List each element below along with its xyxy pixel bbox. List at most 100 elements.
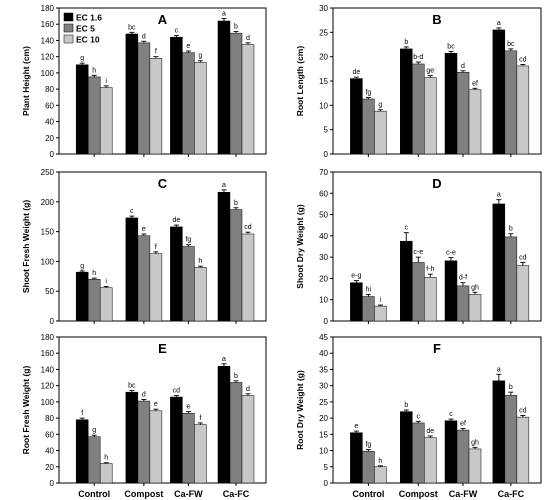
significance-label: g <box>80 55 84 62</box>
significance-label: hi <box>366 286 372 293</box>
panel-letter: C <box>158 176 168 191</box>
bar-ec-1-6-control <box>75 419 89 484</box>
bar-ec-10-control <box>374 110 387 155</box>
y-tick-label: 20 <box>319 274 328 283</box>
panel-letter: B <box>432 12 441 27</box>
bar-ec-10-ca-fc <box>516 416 530 484</box>
y-tick-label: 50 <box>319 211 328 220</box>
bar-ec-1-6-ca-fw <box>170 396 183 484</box>
y-tick-label: 40 <box>45 447 54 456</box>
significance-label: f <box>155 244 157 251</box>
bar-ec-10-ca-fc <box>516 65 530 155</box>
bar-ec-1-6-ca-fc <box>492 29 506 155</box>
bar-ec-5-ca-fc <box>504 236 518 322</box>
panel-c: 0 50 100 150 200 250 Shoot Fresh Weight (g) Cg h… <box>21 168 267 326</box>
bar-ec-1-6-control <box>350 282 363 322</box>
y-tick-label: 15 <box>319 430 328 439</box>
bar-ec-10-compost <box>424 277 437 322</box>
panel-letter: A <box>158 12 168 27</box>
y-tick-label: 180 <box>41 333 55 342</box>
bar-ec-1-6-compost <box>125 33 139 155</box>
significance-label: g <box>378 102 382 109</box>
bar-ec-1-6-ca-fw <box>170 36 183 155</box>
y-tick-label: 20 <box>45 134 54 143</box>
y-tick-label: 5 <box>324 463 329 472</box>
y-tick-label: 25 <box>319 398 328 407</box>
significance-label: d <box>142 391 146 398</box>
bar-ec-5-compost <box>412 63 425 155</box>
bar-ec-5-ca-fw <box>456 71 470 155</box>
significance-label: h <box>378 458 382 465</box>
plot-frame <box>58 171 267 322</box>
x-tick-label-compost: Compost <box>124 489 163 499</box>
significance-label: gh <box>471 439 479 446</box>
significance-label: cd <box>519 254 527 261</box>
y-tick-label: 0 <box>50 479 55 488</box>
legend-label-ec-5: EC 5 <box>76 24 95 34</box>
y-axis-label: Root Dry Weight (g) <box>295 370 305 450</box>
y-tick-label: 0 <box>324 317 329 326</box>
significance-label: c-e <box>413 249 423 256</box>
y-axis-label: Plant Height (cm) <box>21 46 31 116</box>
significance-label: b-d <box>413 54 423 61</box>
y-tick-label: 30 <box>319 382 328 391</box>
significance-label: f <box>155 49 157 56</box>
bar-ec-5-compost <box>137 42 151 155</box>
significance-label: g <box>92 427 96 434</box>
bar-ec-1-6-ca-fw <box>444 260 458 322</box>
bar-ec-1-6-ca-fc <box>492 203 506 322</box>
bar-ec-1-6-control <box>75 64 89 155</box>
y-axis-label: Shoot Dry Weight (g) <box>295 204 305 289</box>
significance-label: e <box>354 423 358 430</box>
significance-label: d <box>461 63 465 70</box>
significance-label: h <box>104 455 108 462</box>
significance-label: h <box>198 258 202 265</box>
x-tick-label-ca-fc: Ca-FC <box>498 489 525 499</box>
bar-ec-5-ca-fc <box>229 382 243 484</box>
bar-ec-1-6-compost <box>125 391 139 484</box>
bar-ec-1-6-ca-fw <box>170 226 183 322</box>
bar-ec-5-control <box>87 436 101 484</box>
y-tick-label: 0 <box>50 150 55 159</box>
y-tick-label: 10 <box>319 101 328 110</box>
panel-letter: F <box>433 341 441 356</box>
y-tick-label: 20 <box>45 463 54 472</box>
y-tick-label: 40 <box>45 118 54 127</box>
bar-ec-1-6-ca-fw <box>444 420 458 484</box>
y-tick-label: 120 <box>41 53 55 62</box>
significance-label: b <box>404 39 408 46</box>
y-tick-label: 100 <box>41 257 55 266</box>
y-tick-label: 35 <box>319 365 328 374</box>
x-tick-label-compost: Compost <box>399 489 438 499</box>
bar-ec-10-control <box>99 463 113 484</box>
bar-ec-1-6-ca-fc <box>217 192 231 322</box>
bar-ec-10-ca-fc <box>241 44 255 155</box>
significance-label: b <box>234 200 238 207</box>
significance-label: d <box>142 33 146 40</box>
plot-frame <box>332 171 542 322</box>
legend-label-ec-10: EC 10 <box>76 35 100 45</box>
y-tick-label: 15 <box>319 77 328 86</box>
bar-ec-5-control <box>87 279 101 322</box>
significance-label: a <box>222 11 226 18</box>
bar-ec-10-control <box>374 305 387 322</box>
bar-ec-10-control <box>99 287 113 322</box>
x-tick-label-ca-fw: Ca-FW <box>449 489 478 499</box>
bar-ec-5-compost <box>412 262 425 322</box>
significance-label: a <box>497 20 501 27</box>
legend-swatch-ec-5 <box>63 23 74 33</box>
legend: EC 1.6EC 5EC 10 <box>63 13 102 45</box>
bar-ec-5-ca-fw <box>456 429 470 484</box>
significance-label: bc <box>128 383 136 390</box>
significance-label: a <box>222 182 226 189</box>
significance-label: ef <box>460 420 466 427</box>
y-tick-label: 100 <box>41 69 55 78</box>
y-tick-label: 60 <box>319 189 328 198</box>
significance-label: e <box>142 226 146 233</box>
bar-ec-10-ca-fw <box>468 448 482 484</box>
bar-ec-5-ca-fw <box>182 246 195 322</box>
bar-ec-5-ca-fw <box>182 52 195 155</box>
significance-label: i <box>105 78 107 85</box>
significance-label: c <box>417 413 421 420</box>
